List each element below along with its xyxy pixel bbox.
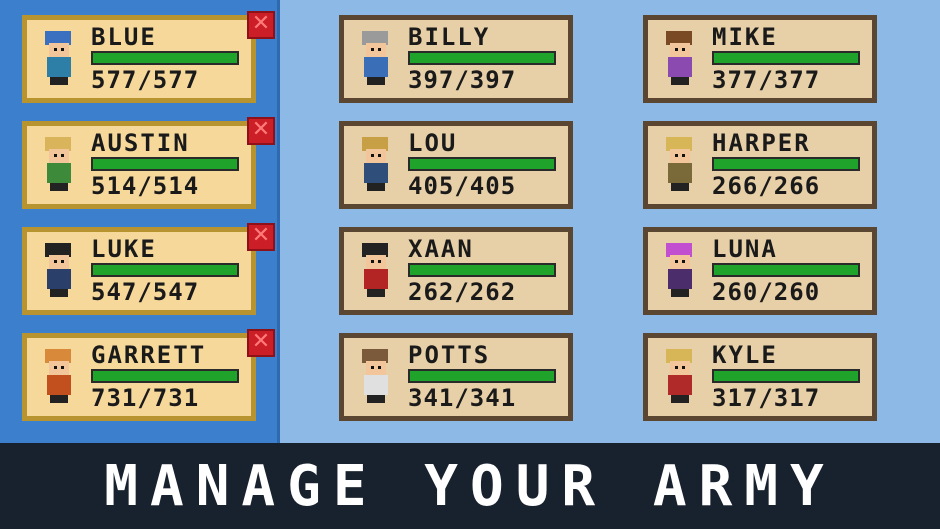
roster-unit-card[interactable]: LOU 405/405 bbox=[339, 121, 573, 209]
health-bar bbox=[91, 51, 239, 65]
character-sprite bbox=[356, 243, 396, 299]
party-member-card[interactable]: GARRETT 731/731 bbox=[22, 333, 256, 421]
unit-name: XAAN bbox=[408, 235, 474, 263]
health-value: 514/514 bbox=[91, 172, 200, 200]
banner-text: MANAGE YOUR ARMY bbox=[104, 453, 836, 519]
party-member-card[interactable]: LUKE 547/547 bbox=[22, 227, 256, 315]
unit-name: GARRETT bbox=[91, 341, 207, 369]
roster-unit-card[interactable]: POTTS 341/341 bbox=[339, 333, 573, 421]
character-sprite bbox=[660, 31, 700, 87]
character-sprite bbox=[356, 349, 396, 405]
health-bar bbox=[712, 157, 860, 171]
character-sprite bbox=[660, 243, 700, 299]
health-bar bbox=[91, 369, 239, 383]
character-sprite bbox=[39, 243, 79, 299]
health-bar bbox=[408, 369, 556, 383]
unit-name: LOU bbox=[408, 129, 458, 157]
character-sprite bbox=[660, 137, 700, 193]
health-value: 317/317 bbox=[712, 384, 821, 412]
unit-name: POTTS bbox=[408, 341, 491, 369]
roster-unit-card[interactable]: LUNA 260/260 bbox=[643, 227, 877, 315]
unit-name: LUKE bbox=[91, 235, 157, 263]
unit-name: LUNA bbox=[712, 235, 778, 263]
health-bar bbox=[408, 263, 556, 277]
health-bar bbox=[91, 263, 239, 277]
remove-member-button[interactable]: ✕ bbox=[247, 11, 275, 39]
character-sprite bbox=[39, 349, 79, 405]
character-sprite bbox=[356, 137, 396, 193]
health-value: 260/260 bbox=[712, 278, 821, 306]
health-value: 397/397 bbox=[408, 66, 517, 94]
health-value: 341/341 bbox=[408, 384, 517, 412]
character-sprite bbox=[660, 349, 700, 405]
health-bar bbox=[408, 157, 556, 171]
health-bar bbox=[712, 263, 860, 277]
roster-unit-card[interactable]: BILLY 397/397 bbox=[339, 15, 573, 103]
health-value: 377/377 bbox=[712, 66, 821, 94]
banner: MANAGE YOUR ARMY bbox=[0, 443, 940, 529]
unit-name: BILLY bbox=[408, 23, 491, 51]
health-bar bbox=[712, 51, 860, 65]
health-value: 547/547 bbox=[91, 278, 200, 306]
unit-name: HARPER bbox=[712, 129, 811, 157]
character-sprite bbox=[39, 31, 79, 87]
health-value: 405/405 bbox=[408, 172, 517, 200]
roster-unit-card[interactable]: KYLE 317/317 bbox=[643, 333, 877, 421]
party-member-card[interactable]: BLUE 577/577 bbox=[22, 15, 256, 103]
character-sprite bbox=[356, 31, 396, 87]
health-value: 262/262 bbox=[408, 278, 517, 306]
unit-name: BLUE bbox=[91, 23, 157, 51]
remove-member-button[interactable]: ✕ bbox=[247, 117, 275, 145]
character-sprite bbox=[39, 137, 79, 193]
party-member-card[interactable]: AUSTIN 514/514 bbox=[22, 121, 256, 209]
remove-member-button[interactable]: ✕ bbox=[247, 329, 275, 357]
roster-unit-card[interactable]: HARPER 266/266 bbox=[643, 121, 877, 209]
health-value: 266/266 bbox=[712, 172, 821, 200]
unit-name: KYLE bbox=[712, 341, 778, 369]
roster-unit-card[interactable]: XAAN 262/262 bbox=[339, 227, 573, 315]
unit-name: MIKE bbox=[712, 23, 778, 51]
health-bar bbox=[91, 157, 239, 171]
health-value: 577/577 bbox=[91, 66, 200, 94]
health-bar bbox=[712, 369, 860, 383]
remove-member-button[interactable]: ✕ bbox=[247, 223, 275, 251]
roster-unit-card[interactable]: MIKE 377/377 bbox=[643, 15, 877, 103]
health-value: 731/731 bbox=[91, 384, 200, 412]
unit-name: AUSTIN bbox=[91, 129, 190, 157]
health-bar bbox=[408, 51, 556, 65]
